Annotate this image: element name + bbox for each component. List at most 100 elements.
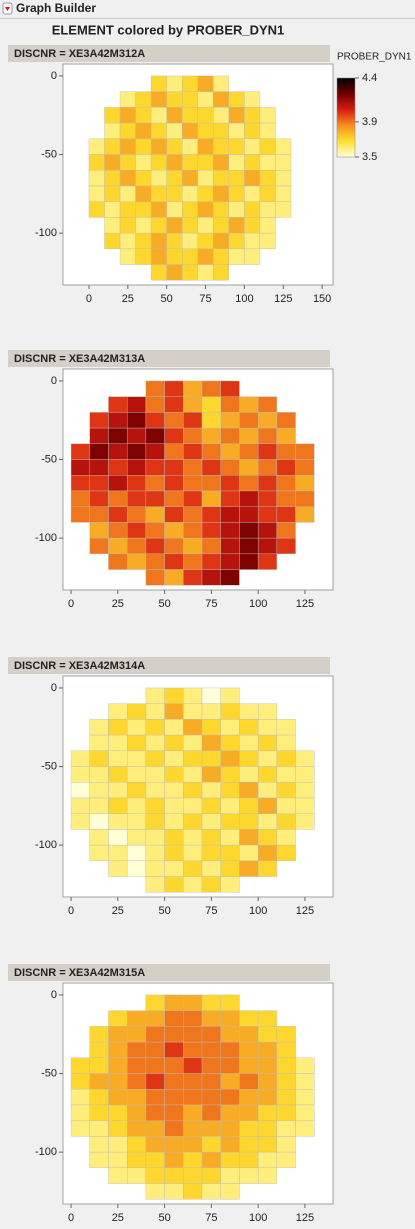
die-cell	[126, 797, 147, 814]
die-cell	[145, 766, 165, 783]
die-cell	[197, 185, 214, 202]
die-cell	[126, 844, 147, 862]
die-cell	[228, 248, 245, 265]
x-tick-label: 75	[205, 905, 217, 917]
die-cell	[70, 813, 90, 830]
die-cell	[89, 766, 109, 783]
die-cell	[150, 201, 167, 218]
die-cell	[126, 782, 147, 799]
die-cell	[213, 138, 230, 155]
die-cell	[150, 107, 167, 124]
die-cell	[145, 813, 165, 830]
die-cell	[295, 475, 315, 492]
die-cell	[119, 201, 136, 218]
die-cell	[164, 1073, 184, 1090]
die-cell	[183, 569, 203, 586]
die-cell	[164, 522, 184, 539]
die-cell	[182, 232, 198, 250]
die-cell	[145, 829, 165, 846]
die-cell	[257, 750, 278, 767]
die-cell	[239, 459, 259, 476]
y-tick-label: -50	[41, 1067, 57, 1079]
die-cell	[239, 813, 259, 830]
die-cell	[89, 1104, 109, 1121]
die-cell	[183, 459, 203, 476]
die-cell	[197, 264, 214, 281]
die-cell	[228, 217, 245, 234]
die-cell	[89, 797, 109, 814]
die-cell	[108, 734, 128, 752]
die-cell	[244, 154, 261, 171]
x-tick-label: 125	[274, 293, 292, 305]
die-cell	[126, 1026, 147, 1043]
die-cell	[164, 1026, 184, 1043]
die-cell	[183, 829, 203, 846]
die-cell	[89, 459, 109, 476]
die-cell	[145, 1057, 165, 1074]
die-cell	[108, 459, 128, 476]
x-tick-label: 125	[296, 905, 314, 917]
die-cell	[183, 443, 203, 460]
die-cell	[197, 75, 214, 92]
die-cell	[220, 734, 240, 752]
die-cell	[183, 994, 203, 1011]
die-cell	[166, 185, 183, 202]
die-cell	[104, 217, 121, 234]
die-cell	[145, 1073, 165, 1090]
die-cell	[201, 1010, 221, 1027]
die-cell	[244, 248, 261, 265]
die-cell	[220, 797, 240, 814]
die-cell	[89, 1120, 109, 1137]
die-cell	[220, 782, 240, 799]
die-cell	[220, 1041, 240, 1059]
die-cell	[150, 122, 167, 140]
die-cell	[239, 1120, 259, 1137]
die-cell	[201, 687, 221, 704]
die-cell	[275, 170, 292, 187]
die-cell	[70, 797, 90, 814]
die-cell	[183, 396, 203, 413]
die-cell	[201, 427, 221, 445]
die-cell	[166, 201, 183, 218]
die-cell	[108, 813, 128, 830]
die-cell	[145, 412, 165, 429]
die-cell	[145, 1089, 165, 1106]
die-cell	[239, 844, 259, 862]
die-cell	[150, 91, 167, 108]
die-cell	[88, 170, 105, 187]
die-cell	[126, 1010, 147, 1027]
die-cell	[145, 522, 165, 539]
die-cell	[276, 475, 296, 492]
die-cell	[126, 1167, 147, 1184]
x-tick-label: 100	[249, 905, 267, 917]
die-cell	[239, 537, 259, 555]
die-cell	[108, 1041, 128, 1059]
die-cell	[89, 750, 109, 767]
die-cell	[213, 264, 230, 281]
die-cell	[220, 1136, 240, 1153]
die-cell	[70, 766, 90, 783]
die-cell	[295, 459, 315, 476]
die-cell	[220, 380, 240, 397]
die-cell	[220, 703, 240, 720]
die-cell	[220, 537, 240, 555]
die-cell	[201, 537, 221, 555]
die-cell	[164, 813, 184, 830]
die-cell	[197, 154, 214, 171]
die-cell	[108, 522, 128, 539]
die-cell	[108, 703, 128, 720]
die-cell	[239, 1104, 259, 1121]
die-cell	[276, 844, 296, 862]
die-cell	[150, 264, 167, 281]
die-cell	[183, 860, 203, 877]
die-cell	[239, 1010, 259, 1027]
die-cell	[183, 553, 203, 570]
die-cell	[276, 766, 296, 783]
die-cell	[295, 506, 315, 523]
die-cell	[108, 860, 128, 877]
die-cell	[295, 443, 315, 460]
die-cell	[213, 217, 230, 234]
die-cell	[119, 154, 136, 171]
die-cell	[276, 522, 296, 539]
die-cell	[183, 506, 203, 523]
